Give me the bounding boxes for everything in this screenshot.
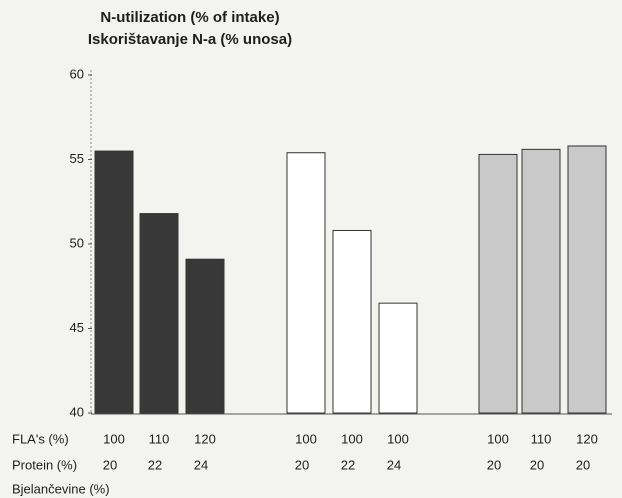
bar: [478, 153, 518, 414]
row-label: FLA's (%): [12, 431, 69, 446]
x-tick-label: 20: [576, 457, 590, 472]
x-tick-label: 22: [148, 457, 162, 472]
bar: [521, 148, 561, 414]
x-tick-label: 120: [194, 431, 216, 446]
x-tick-label: 100: [387, 431, 409, 446]
x-tick-label: 24: [194, 457, 208, 472]
x-tick-label: 100: [295, 431, 317, 446]
bar: [378, 302, 418, 414]
x-tick-label: 20: [295, 457, 309, 472]
x-tick-label: 20: [487, 457, 501, 472]
x-tick-label: 110: [531, 431, 552, 446]
x-tick-label: 120: [576, 431, 598, 446]
bar: [94, 150, 134, 414]
y-tick-label: 55: [70, 151, 84, 166]
x-tick-label: 100: [103, 431, 125, 446]
x-tick-label: 24: [387, 457, 401, 472]
y-tick-label: 60: [70, 66, 84, 81]
x-tick-label: 110: [149, 431, 170, 446]
bar: [286, 152, 326, 414]
chart-subtitle: Iskorištavanje N-a (% unosa): [88, 31, 292, 48]
bar: [332, 229, 372, 414]
chart-title: N-utilization (% of intake): [100, 9, 279, 26]
y-tick-label: 45: [70, 320, 84, 335]
y-tick-label: 40: [70, 404, 84, 419]
row-label: Protein (%): [12, 457, 77, 472]
x-tick-label: 100: [341, 431, 363, 446]
row-label: Bjelančevine (%): [12, 481, 110, 496]
x-tick-label: 100: [487, 431, 509, 446]
bar: [185, 258, 225, 414]
x-tick-label: 20: [103, 457, 117, 472]
y-tick-label: 50: [70, 235, 84, 250]
x-tick-label: 22: [341, 457, 355, 472]
bar: [139, 213, 179, 414]
x-tick-label: 20: [530, 457, 544, 472]
bar: [567, 145, 607, 414]
